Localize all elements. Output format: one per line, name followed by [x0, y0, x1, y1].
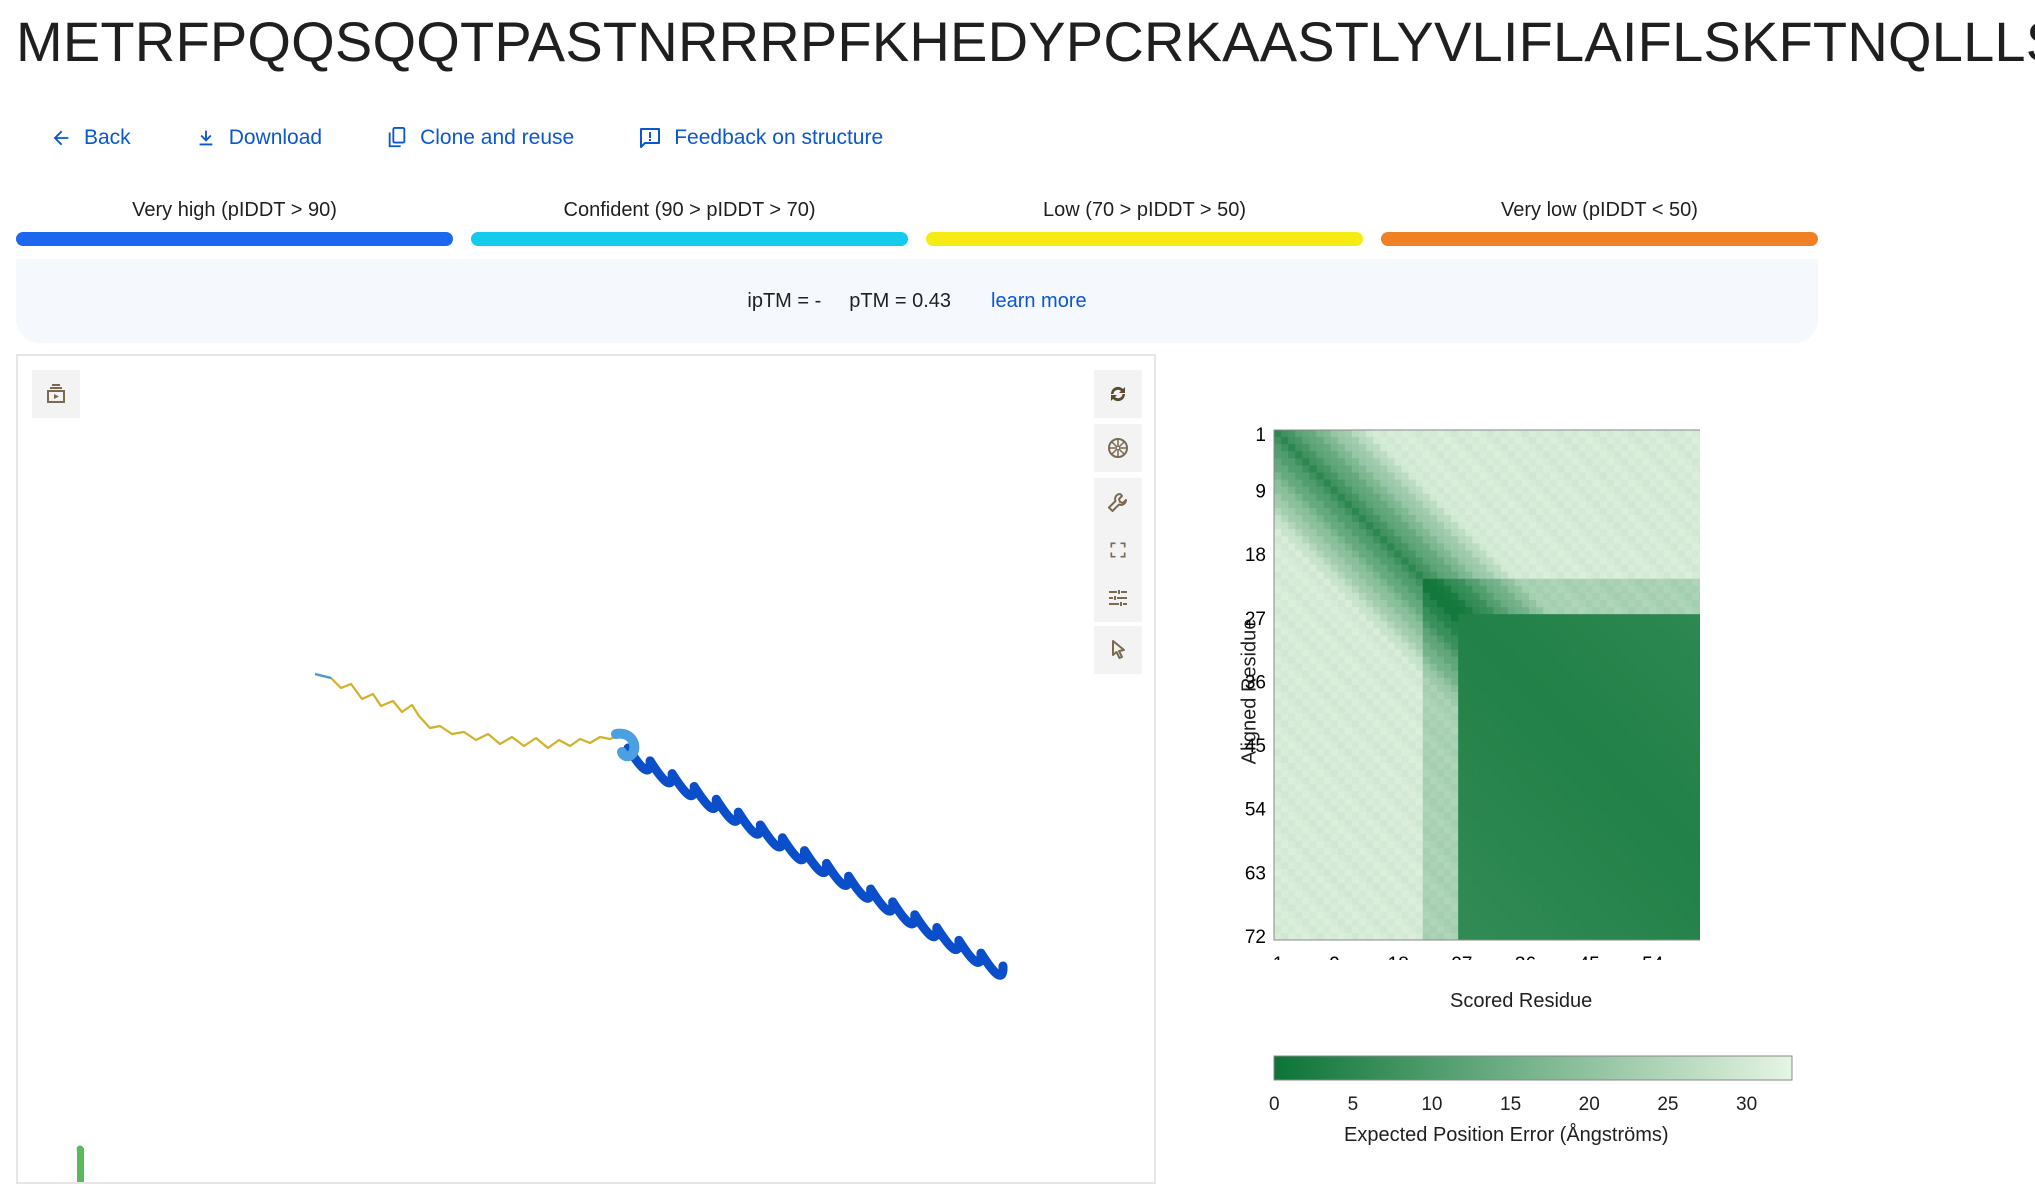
- pae-x-tick: 36: [1515, 954, 1536, 960]
- pae-x-tick: 45: [1579, 954, 1600, 960]
- pae-y-tick: 63: [1245, 863, 1266, 884]
- pae-scale-tick: 30: [1736, 1094, 1757, 1116]
- plddt-legend: Very high (pIDDT > 90) Confident (90 > p…: [16, 196, 1818, 246]
- legend-low: Low (70 > pIDDT > 50): [926, 196, 1363, 246]
- download-icon: [195, 127, 217, 149]
- iptm-value: ipTM = -: [747, 290, 821, 313]
- pae-y-tick: 18: [1245, 545, 1266, 566]
- learn-more-link[interactable]: learn more: [991, 290, 1087, 313]
- pae-scale-tick: 15: [1500, 1094, 1521, 1116]
- legend-label: Very low (pIDDT < 50): [1381, 196, 1818, 224]
- pae-y-tick: 27: [1245, 609, 1266, 630]
- legend-bar-low: [926, 232, 1363, 246]
- pae-y-tick: 36: [1245, 672, 1266, 693]
- back-label: Back: [84, 126, 131, 150]
- arrow-back-icon: [50, 127, 72, 149]
- pae-plot-panel: Aligned Residue 119918182727363645455454…: [1180, 400, 1820, 1160]
- legend-bar-very-low: [1381, 232, 1818, 246]
- back-button[interactable]: Back: [50, 126, 131, 150]
- pae-y-tick: 54: [1245, 800, 1267, 821]
- structure-viewer[interactable]: [16, 354, 1156, 1184]
- pae-scale-bar: [1274, 1056, 1792, 1080]
- pae-x-axis-label: Scored Residue: [1450, 990, 1592, 1013]
- metrics-panel: ipTM = - pTM = 0.43 learn more: [16, 259, 1818, 343]
- pae-scale-tick: 0: [1269, 1094, 1280, 1116]
- pae-scale-tick: 5: [1348, 1094, 1359, 1116]
- pae-x-tick: 27: [1451, 954, 1472, 960]
- legend-very-high: Very high (pIDDT > 90): [16, 196, 453, 246]
- pae-x-tick: 9: [1329, 954, 1340, 960]
- feedback-label: Feedback on structure: [674, 126, 883, 150]
- protein-structure: [18, 356, 1154, 1182]
- pae-y-tick: 72: [1245, 927, 1266, 948]
- pae-x-tick: 1: [1273, 954, 1284, 960]
- legend-confident: Confident (90 > pIDDT > 70): [471, 196, 908, 246]
- feedback-icon: [638, 126, 662, 150]
- download-label: Download: [229, 126, 322, 150]
- pae-heatmap[interactable]: 11991818272736364545545463637272: [1180, 400, 1700, 960]
- clone-and-reuse-button[interactable]: Clone and reuse: [386, 126, 574, 150]
- legend-very-low: Very low (pIDDT < 50): [1381, 196, 1818, 246]
- ptm-value: pTM = 0.43: [849, 290, 951, 313]
- legend-label: Low (70 > pIDDT > 50): [926, 196, 1363, 224]
- pae-y-tick: 9: [1255, 482, 1266, 503]
- download-button[interactable]: Download: [195, 126, 322, 150]
- pae-scale-tick: 20: [1579, 1094, 1600, 1116]
- axis-gizmo: [77, 1146, 85, 1183]
- pae-scale-label: Expected Position Error (Ångströms): [1344, 1124, 1669, 1147]
- pae-x-tick: 54: [1642, 954, 1664, 960]
- copy-icon: [386, 126, 408, 150]
- pae-scale-tick: 25: [1657, 1094, 1678, 1116]
- legend-label: Confident (90 > pIDDT > 70): [471, 196, 908, 224]
- legend-label: Very high (pIDDT > 90): [16, 196, 453, 224]
- legend-bar-very-high: [16, 232, 453, 246]
- pae-scale-tick: 10: [1421, 1094, 1442, 1116]
- pae-cells: [1274, 430, 1700, 940]
- pae-y-tick: 1: [1255, 425, 1266, 446]
- action-toolbar: Back Download Clone and reuse Feedback o…: [50, 118, 947, 158]
- pae-color-scale: [1270, 1054, 1810, 1094]
- pae-x-tick: 18: [1388, 954, 1409, 960]
- feedback-button[interactable]: Feedback on structure: [638, 126, 883, 150]
- pae-y-tick: 45: [1245, 736, 1266, 757]
- clone-label: Clone and reuse: [420, 126, 574, 150]
- legend-bar-confident: [471, 232, 908, 246]
- sequence-title: METRFPQQSQQTPASTNRRRPFKHEDYPCRKAASTLYVLI…: [16, 10, 2035, 74]
